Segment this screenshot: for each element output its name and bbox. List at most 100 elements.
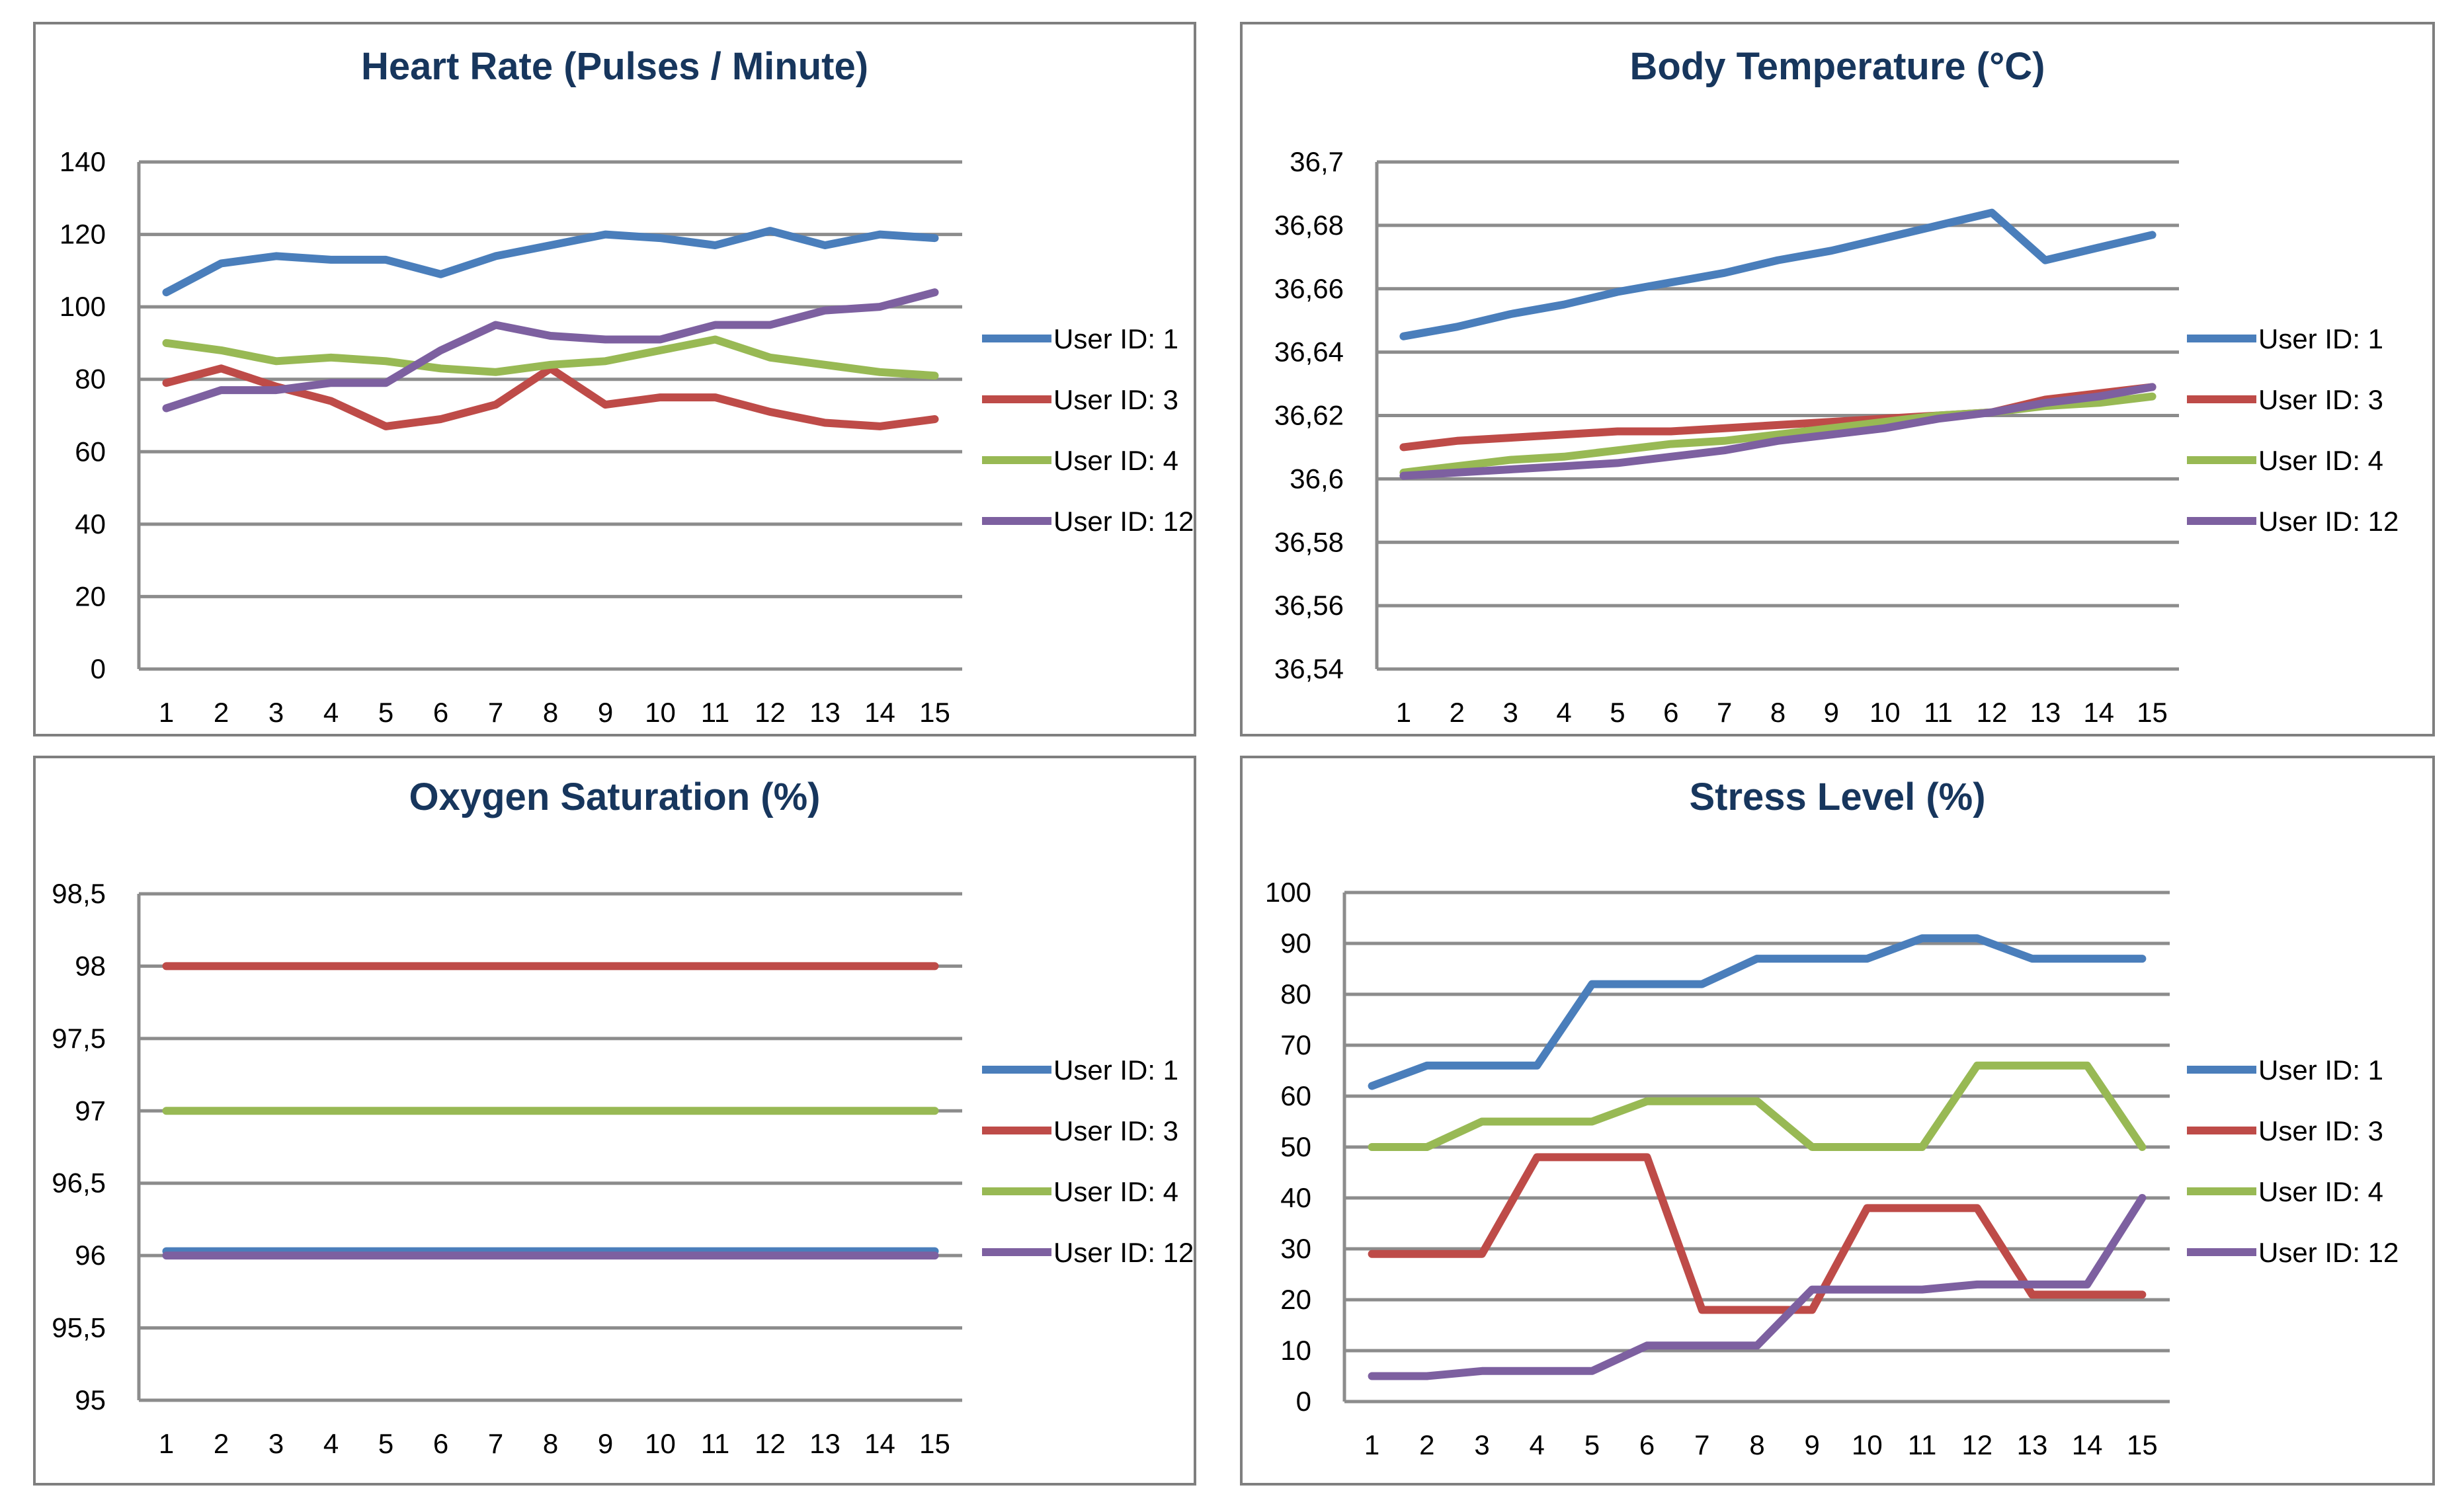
- y-tick-label: 140: [60, 146, 106, 177]
- y-tick-label: 50: [1280, 1131, 1311, 1162]
- x-tick-label: 15: [919, 697, 950, 728]
- legend-label: User ID: 4: [1053, 1176, 1178, 1207]
- y-tick-label: 20: [75, 580, 106, 612]
- x-tick-label: 5: [378, 697, 393, 728]
- x-tick-label: 12: [755, 697, 786, 728]
- x-tick-label: 4: [1530, 1429, 1545, 1460]
- y-tick-label: 0: [91, 653, 106, 684]
- series-line-user-id-1: [1368, 934, 2147, 1090]
- legend-label: User ID: 1: [2258, 1054, 2383, 1086]
- x-tick-label: 2: [214, 1428, 229, 1459]
- x-tick-label: 9: [598, 1428, 613, 1459]
- y-tick-label: 40: [1280, 1182, 1311, 1213]
- x-tick-label: 10: [645, 1428, 676, 1459]
- x-tick-label: 8: [543, 697, 558, 728]
- x-tick-label: 10: [1852, 1429, 1883, 1460]
- x-tick-label: 9: [598, 697, 613, 728]
- legend-label: User ID: 4: [2258, 445, 2383, 476]
- y-tick-label: 36,7: [1290, 146, 1344, 177]
- y-tick-label: 36,6: [1290, 463, 1344, 494]
- chart-title: Stress Level (%): [1689, 775, 1985, 818]
- series-line-user-id-1: [162, 227, 939, 297]
- legend-label: User ID: 3: [2258, 1115, 2383, 1146]
- x-tick-label: 5: [1584, 1429, 1600, 1460]
- y-tick-label: 100: [60, 291, 106, 322]
- x-tick-label: 5: [1610, 697, 1625, 728]
- x-tick-label: 15: [919, 1428, 950, 1459]
- x-tick-label: 1: [1396, 697, 1411, 728]
- x-tick-label: 12: [1977, 697, 2008, 728]
- x-tick-label: 6: [433, 1428, 448, 1459]
- x-tick-label: 6: [433, 697, 448, 728]
- legend-label: User ID: 3: [1053, 1115, 1178, 1146]
- x-tick-label: 14: [2083, 697, 2114, 728]
- x-tick-label: 3: [268, 1428, 284, 1459]
- x-tick-label: 4: [323, 1428, 339, 1459]
- y-tick-label: 98,5: [52, 878, 106, 909]
- x-tick-label: 3: [1474, 1429, 1489, 1460]
- legend-label: User ID: 1: [2258, 323, 2383, 354]
- chart-panel-3: Oxygen Saturation (%)9595,59696,59797,59…: [33, 756, 1196, 1486]
- y-tick-label: 36,68: [1274, 210, 1344, 241]
- x-tick-label: 14: [2072, 1429, 2103, 1460]
- y-tick-label: 95,5: [52, 1312, 106, 1343]
- chart-panel-1: Heart Rate (Pulses / Minute) 0 20 40 60 80 100…: [33, 22, 1196, 736]
- chart-frame: [1240, 756, 2435, 1486]
- y-tick-label: 30: [1280, 1233, 1311, 1264]
- series-line-user-id-12: [1399, 383, 2156, 480]
- legend-label: User ID: 1: [1053, 1054, 1178, 1086]
- x-tick-label: 4: [323, 697, 339, 728]
- x-tick-label: 7: [488, 1428, 503, 1459]
- x-tick-label: 10: [1869, 697, 1901, 728]
- y-tick-label: 40: [75, 508, 106, 539]
- x-tick-label: 15: [2127, 1429, 2158, 1460]
- y-tick-label: 96,5: [52, 1168, 106, 1199]
- x-tick-label: 13: [809, 697, 841, 728]
- y-tick-label: 70: [1280, 1029, 1311, 1060]
- x-tick-label: 3: [1502, 697, 1518, 728]
- x-tick-label: 13: [2030, 697, 2061, 728]
- chart-title: Body Temperature (°C): [1630, 45, 2045, 88]
- x-tick-label: 1: [159, 697, 174, 728]
- series-line-user-id-3: [1368, 1153, 2147, 1314]
- x-tick-label: 12: [755, 1428, 786, 1459]
- series-line-user-id-12: [162, 288, 939, 413]
- y-tick-label: 36,56: [1274, 590, 1344, 621]
- chart-panel-2: Body Temperature (°C) 36,54 36,56 36,58 36,6…: [1240, 22, 2435, 736]
- legend-label: User ID: 12: [2258, 506, 2399, 537]
- y-tick-label: 60: [1280, 1080, 1311, 1111]
- chart-frame: [1240, 22, 2435, 736]
- x-tick-label: 8: [1770, 697, 1786, 728]
- x-tick-label: 11: [1924, 697, 1953, 728]
- series-line-user-id-12: [1368, 1194, 2147, 1380]
- x-tick-label: 2: [214, 697, 229, 728]
- y-tick-label: 96: [75, 1240, 106, 1271]
- x-tick-label: 11: [701, 1428, 730, 1459]
- x-tick-label: 11: [701, 697, 730, 728]
- y-tick-label: 36,64: [1274, 337, 1344, 368]
- legend-label: User ID: 3: [1053, 384, 1178, 415]
- legend-label: User ID: 1: [1053, 323, 1178, 354]
- x-tick-label: 4: [1556, 697, 1571, 728]
- y-tick-label: 97,5: [52, 1023, 106, 1054]
- x-tick-label: 2: [1419, 1429, 1434, 1460]
- x-tick-label: 12: [1961, 1429, 1992, 1460]
- x-tick-label: 7: [1717, 697, 1732, 728]
- x-tick-label: 9: [1824, 697, 1839, 728]
- x-tick-label: 9: [1805, 1429, 1820, 1460]
- chart-title: Oxygen Saturation (%): [409, 775, 821, 818]
- y-tick-label: 36,58: [1274, 526, 1344, 557]
- x-tick-label: 10: [645, 697, 676, 728]
- legend-label: User ID: 12: [1053, 1237, 1194, 1268]
- x-tick-label: 14: [864, 1428, 895, 1459]
- y-tick-label: 97: [75, 1095, 106, 1126]
- x-tick-label: 1: [159, 1428, 174, 1459]
- y-tick-label: 36,62: [1274, 400, 1344, 431]
- chart-frame: [33, 756, 1196, 1486]
- x-tick-label: 6: [1639, 1429, 1655, 1460]
- y-tick-label: 120: [60, 219, 106, 250]
- y-tick-label: 36,66: [1274, 273, 1344, 304]
- y-tick-label: 100: [1265, 877, 1311, 908]
